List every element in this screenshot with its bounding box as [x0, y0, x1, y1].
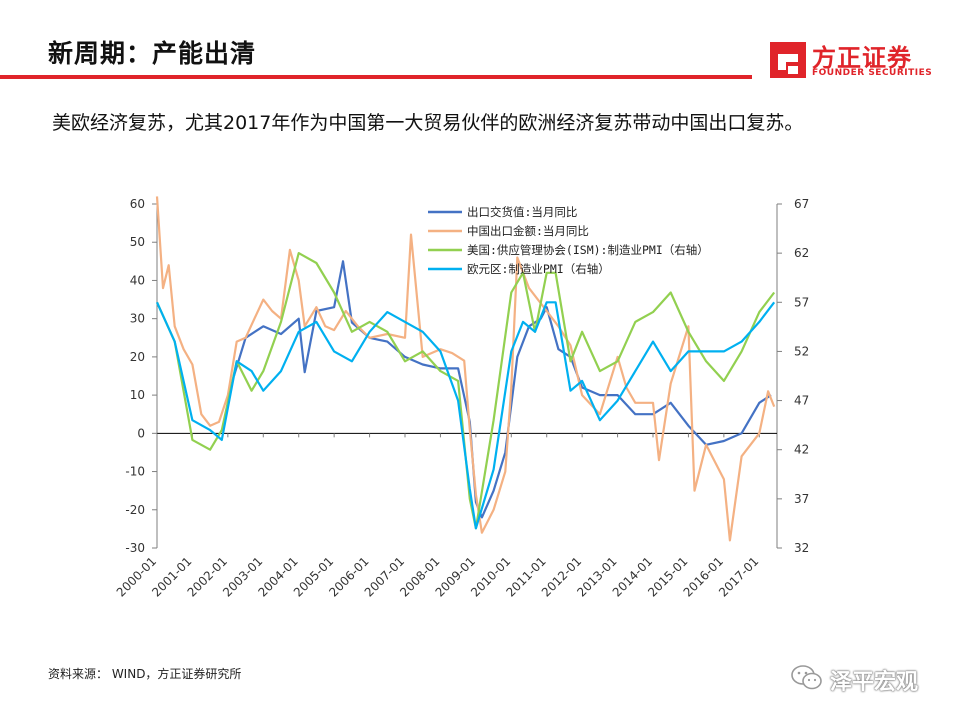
wechat-icon: [791, 665, 822, 690]
right-y-tick-label: 57: [794, 295, 809, 309]
title-underline: [0, 75, 752, 79]
legend-label: 中国出口金额:当月同比: [467, 224, 589, 238]
left-y-tick-label: 0: [137, 426, 145, 440]
slide-subtitle: 美欧经济复苏，尤其2017年作为中国第一大贸易伙伴的欧洲经济复苏带动中国出口复苏…: [52, 112, 804, 134]
logo-text-en: FOUNDER SECURITIES: [812, 68, 933, 78]
series-line: [155, 196, 776, 542]
left-y-tick-label: 20: [130, 350, 145, 364]
right-y-tick-label: 47: [794, 394, 809, 408]
legend-label: 出口交货值:当月同比: [467, 205, 577, 219]
series-line: [155, 301, 776, 530]
legend-label: 欧元区:制造业PMI（右轴）: [467, 262, 610, 276]
watermark-text: 泽平宏观: [830, 670, 919, 695]
page-title: 新周期：产能出清: [48, 39, 257, 68]
right-y-tick-label: 42: [794, 443, 809, 457]
right-y-tick-label: 62: [794, 246, 809, 260]
left-y-tick-label: 40: [130, 273, 145, 287]
left-y-tick-label: -30: [125, 541, 145, 555]
left-y-tick-label: -10: [125, 465, 145, 479]
source-note: 资料来源： WIND，方正证券研究所: [48, 667, 242, 681]
wechat-watermark: 泽平宏观: [790, 662, 940, 696]
right-y-tick-label: 37: [794, 492, 809, 506]
right-y-tick-label: 32: [794, 541, 809, 555]
series-line: [232, 260, 772, 519]
legend-label: 美国:供应管理协会(ISM):制造业PMI（右轴）: [467, 243, 709, 257]
export-pmi-line-chart: 6050403020100-10-20-30676257524742373220…: [114, 196, 809, 600]
right-y-tick-label: 52: [794, 344, 809, 358]
founder-logo-icon: [770, 42, 806, 78]
left-y-tick-label: -20: [125, 503, 145, 517]
left-y-tick-label: 10: [130, 388, 145, 402]
founder-securities-logo: 方正证券 FOUNDER SECURITIES: [768, 40, 938, 82]
logo-text-cn: 方正证券: [812, 44, 912, 72]
left-y-tick-label: 50: [130, 235, 145, 249]
left-y-tick-label: 60: [130, 197, 145, 211]
left-y-tick-label: 30: [130, 312, 145, 326]
right-y-tick-label: 67: [794, 197, 809, 211]
